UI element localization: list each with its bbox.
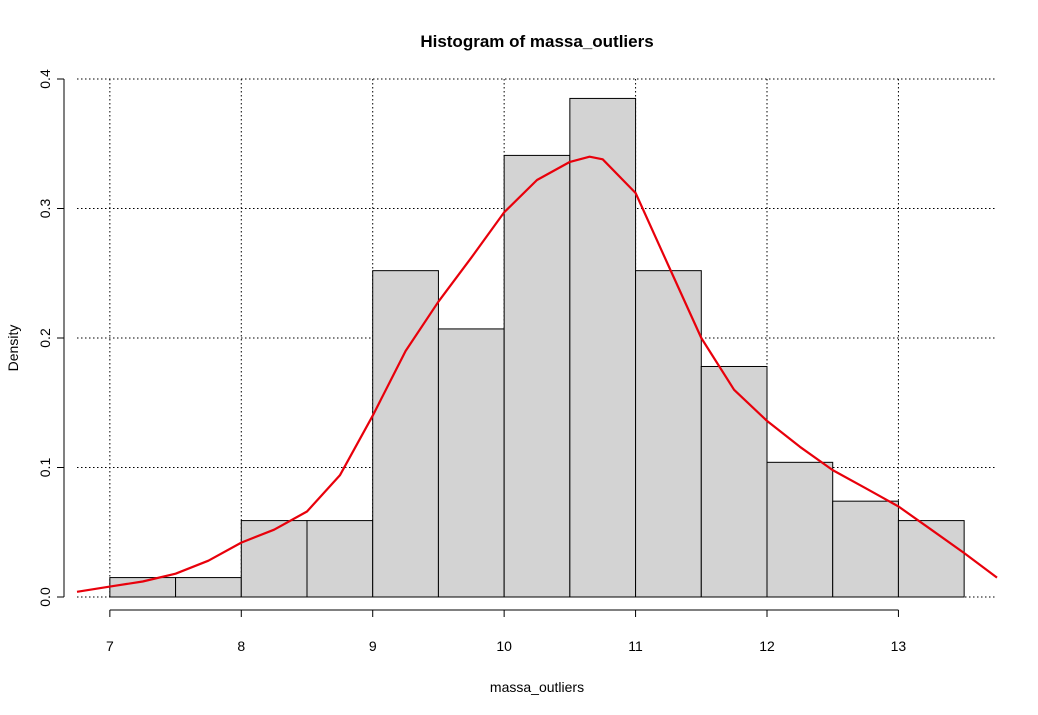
x-axis-label: massa_outliers: [490, 679, 584, 695]
x-axis-ticks: 7 8 9 10 11 12 13: [106, 610, 906, 654]
x-tick-label: 10: [496, 638, 512, 654]
x-tick-label: 13: [891, 638, 907, 654]
histogram-bar-6: [437, 328, 505, 598]
y-tick-label: 0.1: [37, 458, 53, 478]
histogram-bars: [109, 97, 965, 598]
y-tick-label: 0.3: [37, 199, 53, 219]
y-tick-label: 0.2: [37, 328, 53, 348]
y-tick-label: 0.0: [37, 587, 53, 607]
histogram-bar-9: [635, 270, 702, 598]
histogram-bar-3: [240, 520, 308, 598]
y-tick-label: 0.4: [37, 69, 53, 89]
histogram-bar-12: [832, 500, 899, 598]
x-tick-label: 12: [759, 638, 775, 654]
histogram-bar-2: [175, 577, 242, 598]
density-curve-layer: [76, 155, 998, 593]
histogram-bar-5: [372, 270, 439, 598]
y-axis-label: Density: [5, 325, 21, 372]
histogram-bar-10: [700, 365, 768, 598]
x-tick-label: 9: [369, 638, 377, 654]
density-curve: [76, 155, 998, 593]
histogram-bar-4: [306, 520, 374, 598]
histogram-bar-11: [766, 461, 834, 598]
histogram-bar-8: [569, 97, 637, 598]
histogram-bar-13: [897, 520, 965, 598]
x-tick-label: 11: [628, 638, 643, 654]
x-tick-label: 8: [237, 638, 245, 654]
histogram-bar-7: [503, 154, 571, 598]
y-axis-ticks: 0.0 0.1 0.2 0.3 0.4: [37, 69, 64, 607]
x-tick-label: 7: [106, 638, 114, 654]
chart-title: Histogram of massa_outliers: [420, 32, 653, 51]
